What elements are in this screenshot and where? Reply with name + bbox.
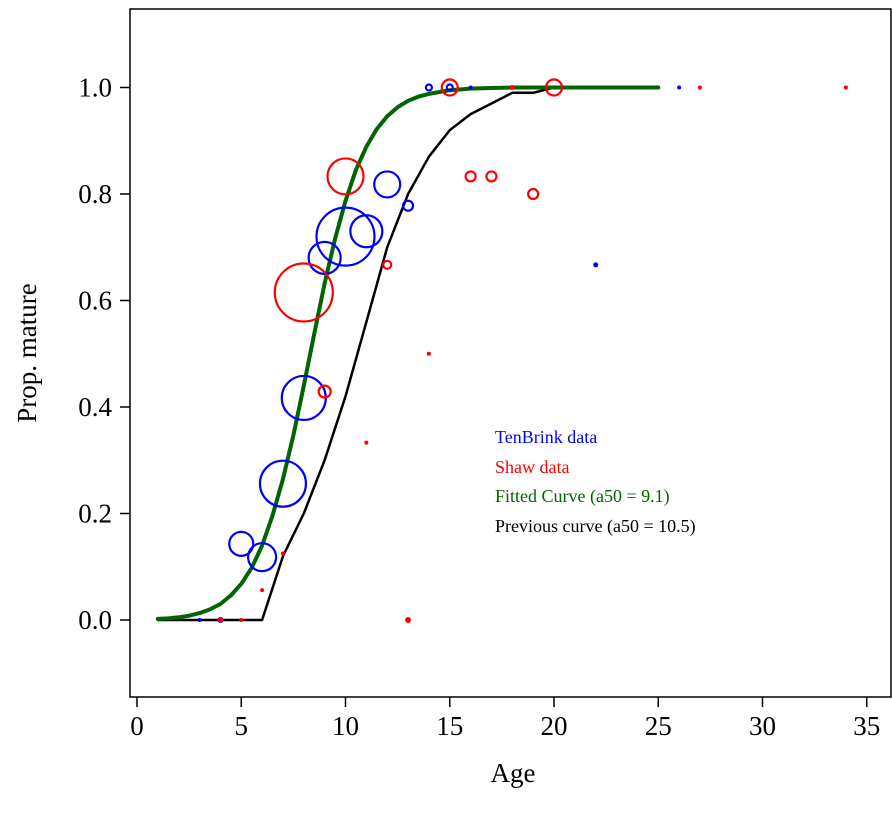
shaw-point <box>382 259 393 270</box>
x-tick-label: 15 <box>436 711 463 741</box>
shaw-point <box>485 170 498 183</box>
shaw-point <box>326 157 365 196</box>
x-tick-label: 10 <box>332 711 359 741</box>
tenbrink-point <box>373 170 402 199</box>
shaw-point <box>280 551 285 556</box>
tenbrink-point <box>401 199 415 212</box>
x-tick-label: 20 <box>541 711 568 741</box>
x-tick-label: 35 <box>853 711 880 741</box>
y-tick-label: 0.0 <box>78 605 112 635</box>
x-tick-label: 0 <box>130 711 144 741</box>
y-tick-label: 0.6 <box>78 286 112 316</box>
y-tick-label: 0.4 <box>78 392 112 422</box>
shaw-point <box>440 78 459 97</box>
plot-frame <box>129 8 892 698</box>
legend-entry-fitted-curve: Fitted Curve (a50 = 9.1) <box>495 486 670 507</box>
shaw-point <box>509 85 515 90</box>
tenbrink-point <box>315 206 376 267</box>
x-axis-label: Age <box>491 758 536 788</box>
y-tick-label: 0.8 <box>78 179 112 209</box>
shaw-point <box>260 588 265 593</box>
shaw-point <box>273 262 334 323</box>
x-tick-label: 5 <box>235 711 249 741</box>
x-axis: 0 5 10 15 20 25 30 35 <box>130 697 880 741</box>
tenbrink-point <box>445 83 454 92</box>
shaw-point <box>464 170 477 183</box>
shaw-point <box>217 617 223 623</box>
legend-entry-shaw: Shaw data <box>495 457 569 477</box>
x-tick-label: 25 <box>645 711 672 741</box>
y-axis: 0.0 0.2 0.4 0.6 0.8 1.0 <box>78 73 130 635</box>
previous-curve-line <box>156 86 660 622</box>
legend: TenBrink data Shaw data Fitted Curve (a5… <box>495 427 696 537</box>
shaw-point <box>697 85 702 90</box>
tenbrink-point <box>228 530 255 557</box>
legend-entry-tenbrink: TenBrink data <box>495 427 597 447</box>
shaw-point <box>544 78 564 97</box>
shaw-point <box>317 384 332 399</box>
plot-area <box>155 78 848 623</box>
y-tick-label: 1.0 <box>78 73 112 103</box>
shaw-point <box>364 440 369 445</box>
tenbrink-point <box>468 85 473 90</box>
y-axis-label: Prop. mature <box>12 283 42 422</box>
tenbrink-point <box>424 83 433 92</box>
tenbrink-point <box>197 618 202 622</box>
x-tick-label: 30 <box>749 711 776 741</box>
fitted-curve-line <box>155 85 661 621</box>
shaw-point <box>405 617 412 623</box>
shaw-point <box>426 351 431 356</box>
shaw-point <box>527 187 540 201</box>
tenbrink-point <box>349 214 384 249</box>
tenbrink-point <box>258 459 308 508</box>
tenbrink-point <box>247 542 278 573</box>
tenbrink-point <box>677 85 682 90</box>
legend-entry-previous-curve: Previous curve (a50 = 10.5) <box>495 516 696 537</box>
tenbrink-point <box>593 262 599 268</box>
y-tick-label: 0.2 <box>78 499 112 529</box>
shaw-point <box>843 85 848 90</box>
shaw-point <box>239 618 244 622</box>
